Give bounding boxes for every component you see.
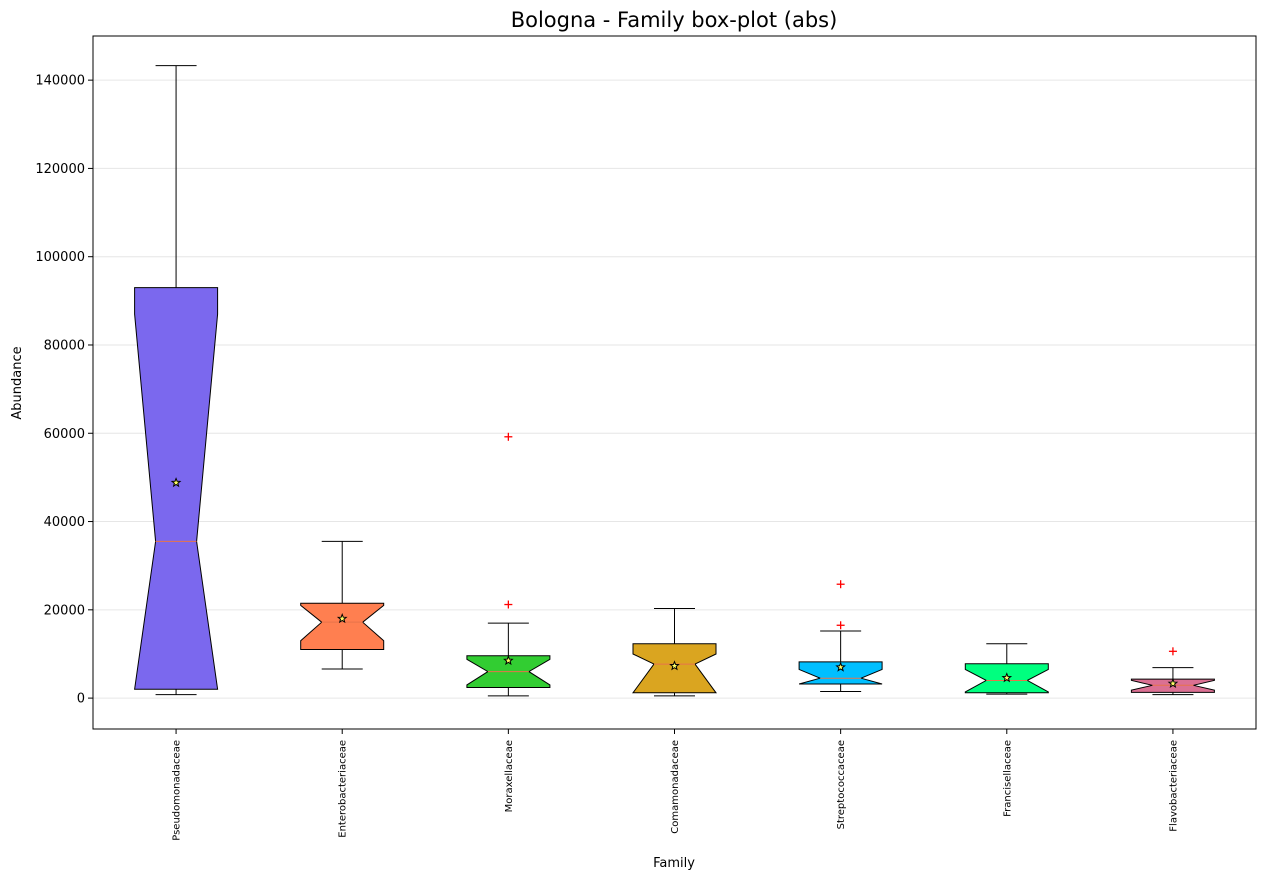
x-tick-label: Francisellaceae <box>1002 740 1013 817</box>
box-pseudomonadaceae <box>134 65 219 696</box>
y-tick-label: 20000 <box>44 603 85 618</box>
box-comamonadaceae <box>632 607 717 697</box>
outlier-point <box>504 432 513 441</box>
x-tick-label: Comamonadaceae <box>670 740 681 834</box>
outlier-point <box>836 621 845 630</box>
x-tick-label: Enterobacteriaceae <box>338 740 349 838</box>
mean-marker <box>503 654 514 666</box>
mean-marker <box>336 613 348 624</box>
box-enterobacteriaceae <box>300 540 385 670</box>
y-tick-label: 0 <box>77 692 85 707</box>
y-tick-label: 120000 <box>35 162 85 177</box>
x-axis: Pseudomonadaceae Enterobacteriaceae Moraxe… <box>172 729 1179 841</box>
mean-marker <box>669 660 680 671</box>
y-tick-label: 140000 <box>35 74 85 89</box>
plot-frame <box>92 35 1257 730</box>
mean-marker <box>1167 677 1179 689</box>
outlier-point <box>504 600 513 609</box>
mean-marker <box>1001 672 1013 683</box>
box-flavobacteriaceae <box>1130 647 1215 696</box>
box-body <box>798 661 883 685</box>
y-tick-label: 80000 <box>44 338 85 353</box>
outlier-point <box>1168 647 1177 656</box>
x-tick-label: Moraxellaceae <box>504 740 515 812</box>
box-body <box>134 287 219 690</box>
x-tick-label: Flavobacteriaceae <box>1168 740 1179 832</box>
box-body <box>300 602 385 650</box>
y-tick-label: 40000 <box>44 515 85 530</box>
box-francisellaceae <box>964 643 1049 695</box>
x-tick-label: Pseudomonadaceae <box>172 740 183 841</box>
y-axis: 0 20000 40000 60000 80000 100000 120000 140000 <box>35 74 93 707</box>
mean-marker <box>835 661 846 672</box>
mean-marker <box>170 477 182 488</box>
y-tick-label: 100000 <box>35 250 85 265</box>
box-streptococcaceae <box>798 580 883 692</box>
box-body <box>632 643 717 694</box>
x-tick-label: Streptococcaceae <box>836 740 847 829</box>
outlier-point <box>836 580 845 589</box>
chart-title: Bologna - Family box-plot (abs) <box>511 8 838 32</box>
y-tick-label: 60000 <box>44 427 85 442</box>
box-moraxellaceae <box>466 432 551 697</box>
x-axis-label: Family <box>653 856 695 871</box>
y-axis-label: Abundance <box>10 346 25 419</box>
box-group <box>134 65 1215 697</box>
grid-lines <box>93 79 1256 699</box>
